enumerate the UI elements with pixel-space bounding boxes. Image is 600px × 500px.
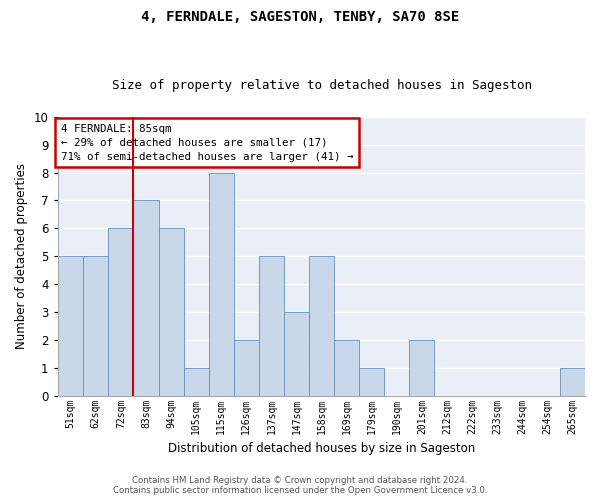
Text: 4, FERNDALE, SAGESTON, TENBY, SA70 8SE: 4, FERNDALE, SAGESTON, TENBY, SA70 8SE: [141, 10, 459, 24]
Text: 4 FERNDALE: 85sqm
← 29% of detached houses are smaller (17)
71% of semi-detached: 4 FERNDALE: 85sqm ← 29% of detached hous…: [61, 124, 353, 162]
Y-axis label: Number of detached properties: Number of detached properties: [15, 163, 28, 349]
Bar: [284, 312, 309, 396]
Bar: [133, 200, 158, 396]
Bar: [334, 340, 359, 396]
Text: Contains HM Land Registry data © Crown copyright and database right 2024.
Contai: Contains HM Land Registry data © Crown c…: [113, 476, 487, 495]
Bar: [234, 340, 259, 396]
Bar: [184, 368, 209, 396]
Bar: [359, 368, 384, 396]
Bar: [109, 228, 133, 396]
Title: Size of property relative to detached houses in Sageston: Size of property relative to detached ho…: [112, 79, 532, 92]
Bar: [158, 228, 184, 396]
Bar: [209, 172, 234, 396]
Bar: [83, 256, 109, 396]
Bar: [409, 340, 434, 396]
Bar: [560, 368, 585, 396]
Bar: [58, 256, 83, 396]
Bar: [309, 256, 334, 396]
X-axis label: Distribution of detached houses by size in Sageston: Distribution of detached houses by size …: [168, 442, 475, 455]
Bar: [259, 256, 284, 396]
